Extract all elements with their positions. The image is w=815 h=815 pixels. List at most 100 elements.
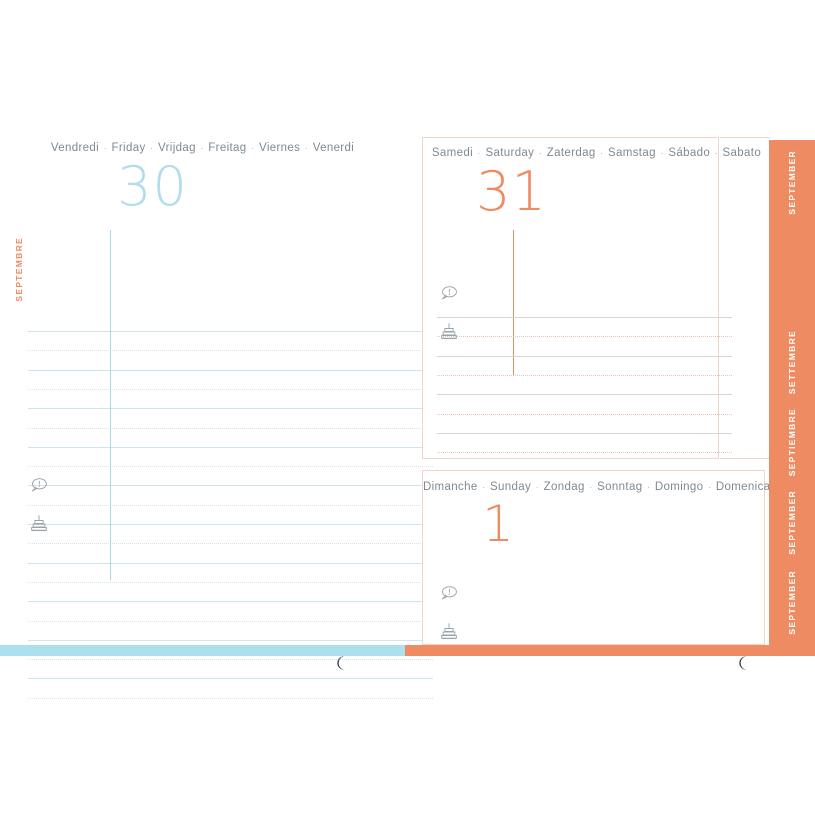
rule-line (28, 620, 433, 622)
rule-line (28, 678, 433, 680)
left-margin-line (110, 230, 111, 580)
day-separator: · (482, 481, 486, 492)
left-icon-column (28, 475, 50, 535)
month-tab-active-label: SEPTEMBRE (14, 236, 24, 302)
left-day-header: Vendredi · Friday · Vrijdag · Freitag · … (0, 120, 405, 154)
month-tab-item-4[interactable]: SEPTEMBER (769, 480, 815, 564)
rule-line (28, 562, 433, 564)
sun-day-name-1: Sunday (490, 481, 532, 493)
sun-day-name-2: Zondag (543, 481, 585, 493)
day-separator: · (535, 481, 540, 492)
left-day-name-0: Vendredi (50, 142, 100, 154)
month-tab-label: SEPTEMBER (787, 149, 797, 215)
rule-line (28, 427, 433, 429)
day-separator: · (103, 142, 107, 153)
month-tab-item-3[interactable]: SEPTIEMBRE (769, 400, 815, 484)
day-separator: · (647, 481, 651, 492)
rule-line (28, 408, 433, 410)
left-day-name-1: Friday (111, 142, 146, 154)
bottom-color-bar (0, 645, 815, 656)
sat-day-name-3: Samstag (608, 147, 656, 159)
sun-day-name-0: Dimanche (423, 481, 478, 493)
rule-line (28, 543, 433, 545)
rule-line (28, 697, 433, 699)
rule-line (437, 432, 732, 434)
bottom-bar-blue-segment (0, 645, 405, 656)
sat-day-name-2: Zaterdag (546, 147, 596, 159)
rule-line (28, 369, 433, 371)
day-separator: · (707, 481, 712, 492)
rule-line (437, 336, 732, 338)
panel-sunday: Dimanche · Sunday · Zondag · Sonntag · D… (422, 470, 770, 645)
day-separator: · (714, 147, 718, 158)
rule-line (28, 504, 433, 506)
rule-line (437, 413, 732, 415)
saturday-day-header: Samedi · Saturday · Zaterdag · Samstag ·… (423, 138, 770, 159)
birthday-cake-icon[interactable] (28, 513, 50, 535)
sun-day-name-5: Domenica (715, 481, 771, 493)
rule-line (28, 659, 433, 661)
rule-line (437, 355, 732, 357)
rule-line (28, 581, 433, 583)
left-page-friday: Vendredi · Friday · Vrijdag · Freitag · … (0, 120, 433, 699)
birthday-cake-icon[interactable] (438, 621, 460, 643)
birthday-cake-icon[interactable] (438, 321, 460, 343)
day-separator: · (200, 142, 204, 153)
rule-line (437, 452, 732, 454)
sunday-day-number: 1 (482, 495, 515, 553)
note-bubble-icon[interactable] (438, 583, 460, 605)
left-day-name-4: Viernes (259, 142, 301, 154)
saturday-icon-column (438, 283, 460, 343)
sun-day-name-3: Sonntag (597, 481, 643, 493)
rule-line (28, 485, 433, 487)
bottom-bar-orange-segment (405, 645, 815, 656)
month-tab-strip: SEPTEMBER SETTEMBRE SEPTIEMBRE SEPTEMBER… (769, 140, 815, 645)
day-separator: · (304, 142, 309, 153)
sat-day-name-5: Sabato (722, 147, 762, 159)
day-separator: · (538, 147, 543, 158)
sat-day-name-0: Samedi (431, 147, 473, 159)
day-separator: · (251, 142, 255, 153)
month-tab-item-1[interactable] (769, 224, 815, 308)
day-separator: · (589, 481, 593, 492)
rule-line (28, 639, 433, 641)
rule-line (28, 466, 433, 468)
day-separator: · (150, 142, 154, 153)
rule-line (28, 350, 433, 352)
rule-line (28, 446, 433, 448)
month-tab-item-5[interactable]: SEPTEMBER (769, 560, 815, 644)
note-bubble-icon[interactable] (438, 283, 460, 305)
rule-line (437, 374, 732, 376)
left-day-name-5: Venerdi (312, 142, 355, 154)
rule-line (437, 317, 732, 318)
sun-day-name-4: Domingo (654, 481, 704, 493)
month-tab-item-2[interactable]: SETTEMBRE (769, 320, 815, 404)
month-tab-label: SETTEMBRE (787, 329, 797, 395)
panel-saturday-extension (720, 137, 770, 459)
month-tab-item-0[interactable]: SEPTEMBER (769, 140, 815, 224)
month-tab-label: SEPTEMBER (787, 489, 797, 555)
sat-day-name-1: Saturday (485, 147, 535, 159)
rule-line (28, 524, 433, 525)
saturday-day-number: 31 (476, 160, 547, 223)
sunday-icon-column (438, 583, 460, 643)
sunday-day-header: Dimanche · Sunday · Zondag · Sonntag · D… (423, 471, 770, 493)
left-day-name-2: Vrijdag (158, 142, 196, 154)
brand-logo-icon (736, 652, 758, 674)
rule-line (437, 394, 732, 396)
saturday-margin-line (513, 230, 514, 376)
left-day-name-3: Freitag (208, 142, 247, 154)
note-bubble-icon[interactable] (28, 475, 50, 497)
month-tab-label: SEPTIEMBRE (787, 407, 797, 477)
rule-line (28, 601, 433, 603)
left-day-number: 30 (117, 155, 188, 218)
day-separator: · (477, 147, 481, 158)
brand-logo-icon (334, 652, 356, 674)
sat-day-name-4: Sábado (668, 147, 711, 159)
day-separator: · (660, 147, 664, 158)
month-tab-active-indicator[interactable]: SEPTEMBRE (0, 232, 46, 306)
rule-line (28, 388, 433, 390)
day-separator: · (600, 147, 604, 158)
panel-saturday: Samedi · Saturday · Zaterdag · Samstag ·… (422, 137, 770, 459)
